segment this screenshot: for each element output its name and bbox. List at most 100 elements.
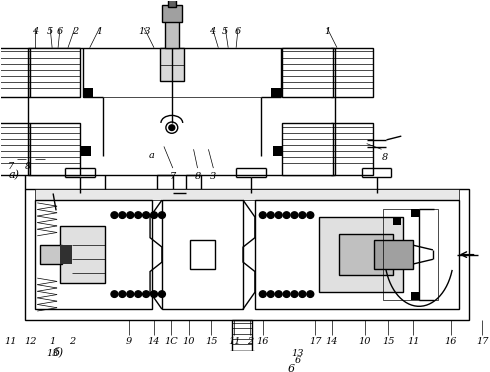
Circle shape [135,291,142,297]
Bar [339,234,393,275]
Bar [60,227,104,283]
Bar [282,48,333,97]
Bar [25,189,468,320]
Text: 13: 13 [291,349,304,357]
Bar [40,245,62,264]
Bar [186,175,201,193]
Text: а): а) [9,170,20,180]
Text: 6: 6 [294,356,300,365]
Bar [282,123,333,175]
Text: 1: 1 [49,337,55,346]
Circle shape [299,212,306,218]
Circle shape [283,212,290,218]
Bar [30,48,80,97]
Text: 3: 3 [210,172,217,181]
Text: 17: 17 [476,337,489,346]
Text: 15: 15 [205,337,218,346]
Circle shape [291,212,298,218]
Bar [230,350,254,362]
Bar [393,217,401,225]
Bar [236,362,248,369]
Bar [157,175,173,193]
Circle shape [307,291,314,297]
Bar [331,48,372,97]
Bar [273,147,283,156]
Text: 1: 1 [97,27,103,36]
Circle shape [158,291,166,297]
Bar [0,48,30,97]
Circle shape [127,291,134,297]
Text: 16: 16 [444,337,457,346]
Text: 11: 11 [4,337,17,346]
Bar [190,241,215,269]
Text: 4: 4 [32,27,38,36]
Bar [411,209,419,217]
Text: 9: 9 [126,337,132,346]
Circle shape [275,291,282,297]
Circle shape [119,212,126,218]
Circle shape [127,212,134,218]
Circle shape [307,212,314,218]
Text: 4: 4 [209,27,216,36]
Bar [160,48,184,81]
Text: 12: 12 [24,337,37,346]
Text: 7: 7 [170,172,176,181]
Text: 13: 13 [46,349,58,357]
Text: 10: 10 [182,337,195,346]
Text: 6: 6 [235,27,241,36]
Bar [232,320,252,350]
Text: 1C: 1C [164,337,178,346]
Bar [162,6,182,22]
Bar [170,0,174,1]
Bar [162,200,243,309]
Bar [30,123,80,175]
Bar [384,209,438,300]
Bar [271,88,281,97]
Text: 14: 14 [326,337,338,346]
Circle shape [158,212,166,218]
Bar [35,200,152,309]
Bar [81,147,91,156]
Text: 2: 2 [72,27,78,36]
Text: 1: 1 [324,27,330,36]
Bar [60,245,72,264]
Circle shape [143,212,149,218]
Circle shape [259,212,266,218]
Circle shape [111,291,118,297]
Circle shape [299,291,306,297]
Bar [319,217,403,292]
Circle shape [150,212,157,218]
Text: б): б) [52,347,63,357]
Text: 11: 11 [228,337,241,346]
Circle shape [259,291,266,297]
Circle shape [291,291,298,297]
Text: 2: 2 [247,337,253,346]
Text: 8: 8 [195,172,201,181]
Text: 10: 10 [359,337,371,346]
Text: 16: 16 [257,337,269,346]
Bar [255,200,459,309]
Bar [35,189,459,200]
Bar [168,0,176,7]
Bar [0,123,30,175]
Bar [165,19,179,48]
Circle shape [267,212,274,218]
Circle shape [111,212,118,218]
Circle shape [275,212,282,218]
Text: 8: 8 [25,163,31,171]
Text: 8: 8 [381,153,388,162]
Text: 5: 5 [47,27,53,36]
Bar [83,88,93,97]
Text: 13: 13 [138,27,150,36]
Circle shape [143,291,149,297]
Bar [411,292,419,300]
Circle shape [267,291,274,297]
Text: 17: 17 [309,337,321,346]
Text: 14: 14 [148,337,160,346]
Bar [331,123,372,175]
Text: 6: 6 [57,27,63,36]
Text: а: а [149,151,155,160]
Text: 2: 2 [69,337,75,346]
Text: 11: 11 [407,337,419,346]
Text: 6: 6 [288,364,295,372]
